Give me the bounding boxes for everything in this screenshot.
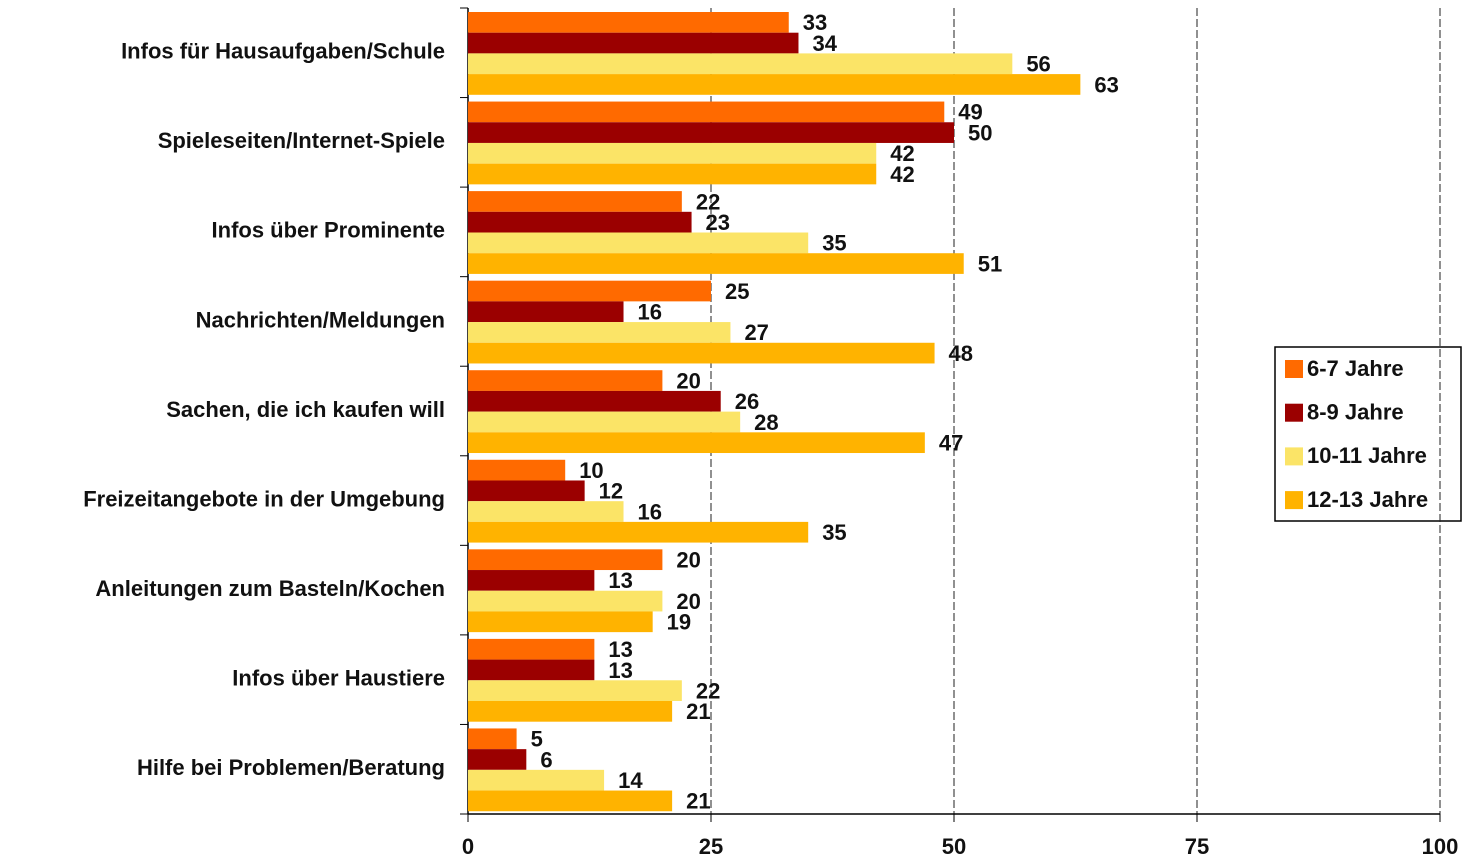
value-label: 5	[531, 727, 543, 752]
value-label: 20	[676, 589, 700, 614]
legend-box	[1274, 346, 1462, 522]
legend-label: 8-9 Jahre	[1307, 400, 1404, 425]
bar	[468, 638, 595, 660]
bar	[468, 790, 673, 812]
x-tick-label: 25	[699, 834, 723, 859]
value-label: 56	[1026, 52, 1050, 77]
value-label: 20	[676, 368, 700, 393]
bar	[468, 769, 605, 791]
value-label: 26	[735, 389, 759, 414]
value-label: 50	[968, 120, 992, 145]
value-label: 28	[754, 410, 778, 435]
y-tick-label: Hilfe bei Problemen/Beratung	[137, 755, 445, 780]
bar	[468, 501, 624, 522]
value-label: 34	[812, 31, 837, 56]
y-tick-label: Freizeitangebote in der Umgebung	[83, 486, 445, 511]
bar	[468, 570, 595, 591]
y-tick-label: Infos über Haustiere	[232, 665, 445, 690]
bar	[468, 280, 711, 302]
bar	[468, 728, 517, 750]
y-tick-label: Spieleseiten/Internet-Spiele	[158, 128, 445, 153]
bar	[468, 480, 585, 502]
value-label: 48	[949, 341, 973, 366]
bar	[468, 163, 877, 185]
bar	[468, 322, 731, 343]
value-label: 42	[890, 141, 914, 166]
bar	[468, 101, 945, 123]
bar	[468, 74, 1081, 95]
value-label: 27	[744, 320, 768, 345]
bar	[468, 521, 809, 543]
value-label: 63	[1094, 72, 1118, 97]
value-label: 10	[579, 458, 603, 483]
bar	[468, 390, 721, 412]
bar	[468, 253, 964, 274]
bar	[468, 459, 566, 481]
value-label: 16	[638, 300, 662, 325]
legend-swatch	[1285, 403, 1303, 422]
legend-swatch	[1285, 360, 1303, 378]
value-label: 23	[706, 210, 730, 235]
bar	[468, 122, 954, 143]
bar	[468, 211, 692, 233]
bar	[468, 370, 663, 391]
x-tick-label: 75	[1185, 834, 1209, 859]
value-label: 13	[608, 637, 632, 662]
value-label: 21	[686, 789, 710, 814]
bar	[468, 53, 1013, 75]
bar	[468, 700, 673, 722]
value-label: 33	[803, 10, 827, 35]
y-tick-label: Infos über Prominente	[212, 218, 445, 243]
legend-swatch	[1285, 447, 1303, 466]
bar	[468, 590, 663, 612]
value-label: 16	[638, 499, 662, 524]
value-label: 42	[890, 162, 914, 187]
y-tick-label: Sachen, die ich kaufen will	[166, 397, 445, 422]
value-label: 22	[696, 678, 720, 703]
bar	[468, 342, 935, 364]
legend-label: 12-13 Jahre	[1307, 487, 1428, 512]
value-label: 47	[939, 430, 963, 455]
bar	[468, 549, 663, 571]
bar	[468, 232, 809, 254]
bar	[468, 142, 877, 164]
value-label: 22	[696, 189, 720, 214]
y-tick-label: Nachrichten/Meldungen	[196, 307, 445, 332]
value-label: 12	[599, 479, 623, 504]
legend-label: 6-7 Jahre	[1307, 356, 1404, 381]
value-label: 21	[686, 699, 710, 724]
value-label: 35	[822, 231, 846, 256]
y-tick-label: Anleitungen zum Basteln/Kochen	[95, 576, 445, 601]
bar	[468, 411, 741, 433]
bar	[468, 749, 527, 770]
legend-label: 10-11 Jahre	[1307, 443, 1427, 468]
value-label: 25	[725, 279, 749, 304]
bar	[468, 301, 624, 323]
x-tick-label: 0	[462, 834, 474, 859]
value-label: 13	[608, 658, 632, 683]
value-label: 13	[608, 568, 632, 593]
value-label: 20	[676, 547, 700, 572]
bar	[468, 659, 595, 681]
bar	[468, 32, 799, 54]
value-label: 51	[978, 251, 1002, 276]
value-label: 6	[540, 747, 552, 772]
y-tick-label: Infos für Hausaufgaben/Schule	[121, 39, 445, 64]
bar	[468, 611, 653, 633]
value-label: 19	[667, 610, 691, 635]
bar	[468, 191, 682, 212]
value-label: 14	[618, 768, 643, 793]
x-tick-label: 50	[942, 834, 966, 859]
bar	[468, 680, 682, 701]
value-label: 35	[822, 520, 846, 545]
bar	[468, 12, 789, 33]
bar	[468, 432, 925, 454]
x-tick-label: 100	[1422, 834, 1459, 859]
value-label: 49	[958, 100, 982, 125]
legend-swatch	[1285, 491, 1303, 510]
